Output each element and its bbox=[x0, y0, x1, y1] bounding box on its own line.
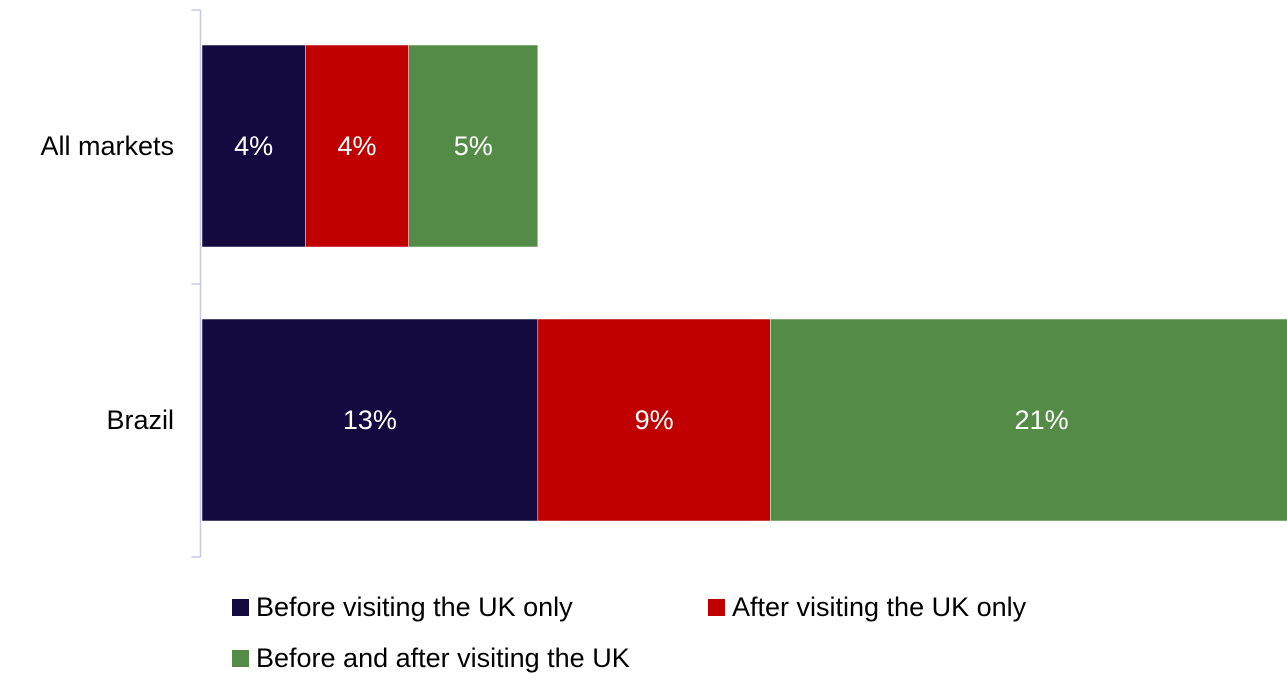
legend-swatch bbox=[232, 650, 249, 667]
data-label: 13% bbox=[343, 405, 397, 435]
legend-item-before-only: Before visiting the UK only bbox=[232, 592, 573, 623]
bar-segment bbox=[408, 44, 539, 248]
category-axis bbox=[191, 9, 202, 558]
legend-label: After visiting the UK only bbox=[732, 592, 1027, 622]
labels: All markets 4% 4% 5% Brazil 13% 9% 21% bbox=[40, 131, 1068, 435]
category-label: Brazil bbox=[106, 405, 174, 435]
bar-segment bbox=[537, 318, 771, 522]
data-label: 4% bbox=[234, 131, 273, 161]
data-label: 9% bbox=[635, 405, 674, 435]
bars bbox=[201, 44, 1287, 522]
legend-swatch bbox=[708, 599, 725, 616]
data-label: 5% bbox=[454, 131, 493, 161]
bar-segment bbox=[201, 318, 539, 522]
legend-label: Before visiting the UK only bbox=[256, 592, 573, 622]
category-label: All markets bbox=[40, 131, 174, 161]
bar-segment bbox=[305, 44, 409, 248]
bar-segment bbox=[770, 318, 1287, 522]
bar-segment bbox=[201, 44, 306, 248]
data-label: 4% bbox=[337, 131, 376, 161]
legend-item-before-and-after: Before and after visiting the UK bbox=[232, 643, 630, 674]
stacked-bar-chart: All markets 4% 4% 5% Brazil 13% 9% 21% bbox=[40, 9, 1287, 558]
data-label: 21% bbox=[1015, 405, 1069, 435]
legend-swatch bbox=[232, 599, 249, 616]
legend-item-after-only: After visiting the UK only bbox=[708, 592, 1026, 623]
legend-label: Before and after visiting the UK bbox=[256, 643, 630, 673]
